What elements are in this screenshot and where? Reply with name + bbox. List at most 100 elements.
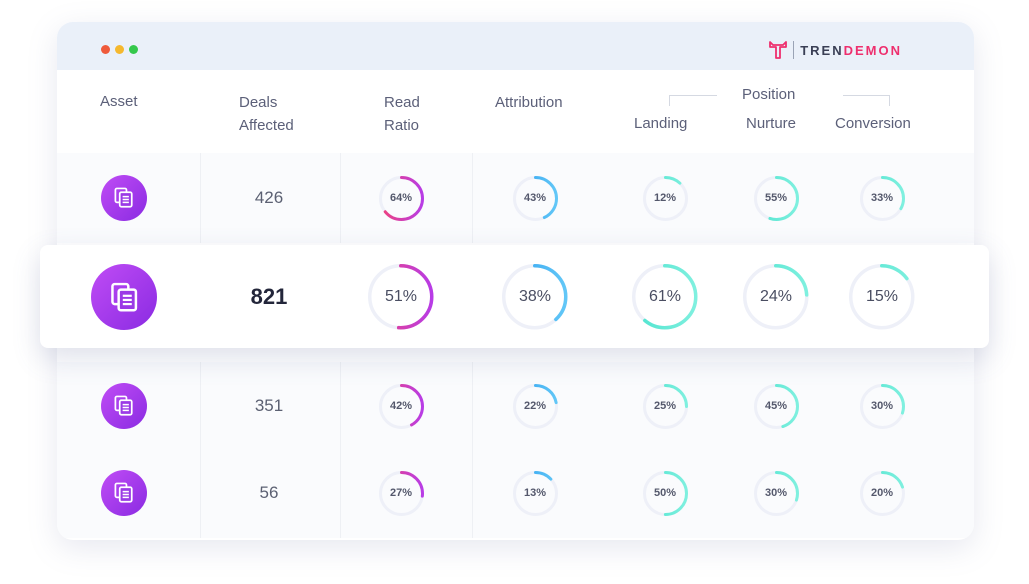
- column-divider: [472, 450, 473, 538]
- ring-percent-label: 27%: [389, 487, 413, 499]
- ring-percent-label: 38%: [518, 288, 552, 305]
- column-divider: [340, 362, 341, 450]
- header-nurture: Nurture: [746, 115, 797, 132]
- asset-document-icon[interactable]: [101, 470, 147, 516]
- ring-percent-label: 50%: [653, 487, 677, 499]
- highlighted-row[interactable]: [40, 245, 989, 348]
- ring-percent-label: 64%: [389, 192, 413, 204]
- ring-percent-label: 20%: [870, 487, 894, 499]
- ring-progress-arc: [753, 175, 799, 221]
- ring-progress-arc: [642, 175, 688, 221]
- ring-progress-arc: [753, 470, 799, 516]
- landing-ring: 50%: [642, 470, 689, 517]
- read-ratio-ring: 27%: [378, 470, 425, 517]
- ring-progress-arc: [512, 470, 558, 516]
- table-header: Asset Deals Affected Read Ratio Attributio…: [57, 70, 974, 152]
- column-divider: [340, 450, 341, 538]
- ring-percent-label: 12%: [653, 192, 677, 204]
- header-landing: Landing: [634, 115, 688, 132]
- conversion-ring: 30%: [859, 383, 906, 430]
- brand-name: TRENDEMON: [800, 42, 902, 58]
- asset-document-icon[interactable]: [91, 264, 157, 330]
- logo-divider: [793, 41, 795, 59]
- nurture-ring: 30%: [753, 470, 800, 517]
- read-ratio-ring: 64%: [378, 175, 425, 222]
- nurture-ring: 55%: [753, 175, 800, 222]
- document-icon: [114, 395, 134, 417]
- landing-ring: 12%: [642, 175, 689, 222]
- ring-progress-arc: [378, 383, 424, 429]
- attribution-ring: 22%: [512, 383, 559, 430]
- ring-progress-arc: [849, 264, 915, 330]
- ring-percent-label: 30%: [764, 487, 788, 499]
- header-position-group: Position: [742, 86, 796, 103]
- column-divider: [472, 362, 473, 450]
- maximize-window-dot[interactable]: [129, 45, 138, 54]
- column-divider: [340, 153, 341, 243]
- conversion-ring: 33%: [859, 175, 906, 222]
- nurture-ring: 45%: [753, 383, 800, 430]
- read-ratio-ring: 42%: [378, 383, 425, 430]
- header-read-ratio: Read Ratio: [384, 94, 420, 134]
- deals-affected-value: 56: [259, 483, 279, 502]
- ring-percent-label: 42%: [389, 400, 413, 412]
- ring-progress-arc: [642, 470, 688, 516]
- column-divider: [472, 153, 473, 243]
- asset-document-icon[interactable]: [101, 175, 147, 221]
- read-ratio-ring: 51%: [367, 263, 435, 331]
- deals-affected-value: 821: [250, 284, 288, 309]
- ring-progress-arc: [512, 175, 558, 221]
- ring-progress-arc: [502, 264, 568, 330]
- close-window-dot[interactable]: [101, 45, 110, 54]
- header-attribution: Attribution: [495, 94, 563, 111]
- ring-percent-label: 55%: [764, 192, 788, 204]
- trendemon-logo: TRENDEMON: [769, 39, 902, 61]
- ring-percent-label: 24%: [759, 288, 793, 305]
- attribution-ring: 43%: [512, 175, 559, 222]
- position-bracket-left: [669, 95, 717, 106]
- header-conversion: Conversion: [835, 115, 911, 132]
- minimize-window-dot[interactable]: [115, 45, 124, 54]
- ring-percent-label: 22%: [523, 400, 547, 412]
- deals-affected-value: 426: [254, 188, 284, 207]
- ring-progress-arc: [512, 383, 558, 429]
- landing-ring: 61%: [631, 263, 699, 331]
- attribution-ring: 38%: [501, 263, 569, 331]
- ring-progress-arc: [642, 383, 688, 429]
- document-icon: [111, 282, 137, 312]
- ring-progress-arc: [859, 383, 905, 429]
- ring-progress-arc: [743, 264, 809, 330]
- ring-percent-label: 33%: [870, 192, 894, 204]
- ring-progress-arc: [753, 383, 799, 429]
- column-divider: [200, 153, 201, 243]
- ring-progress-arc: [859, 470, 905, 516]
- ring-progress-arc: [368, 264, 434, 330]
- document-icon: [114, 187, 134, 209]
- title-bar: TRENDEMON: [57, 22, 974, 70]
- attribution-ring: 13%: [512, 470, 559, 517]
- document-icon: [114, 482, 134, 504]
- header-asset: Asset: [100, 93, 138, 110]
- position-bracket-right: [843, 95, 890, 106]
- landing-ring: 25%: [642, 383, 689, 430]
- ring-progress-arc: [859, 175, 905, 221]
- ring-percent-label: 45%: [764, 400, 788, 412]
- conversion-ring: 15%: [848, 263, 916, 331]
- trendemon-mark-icon: [769, 41, 788, 59]
- column-divider: [200, 362, 201, 450]
- ring-progress-arc: [378, 470, 424, 516]
- header-deals-affected: Deals Affected: [239, 94, 294, 134]
- ring-percent-label: 43%: [523, 192, 547, 204]
- ring-percent-label: 15%: [865, 288, 899, 305]
- ring-percent-label: 51%: [384, 288, 418, 305]
- conversion-ring: 20%: [859, 470, 906, 517]
- ring-percent-label: 61%: [648, 288, 682, 305]
- ring-progress-arc: [632, 264, 698, 330]
- ring-percent-label: 13%: [523, 487, 547, 499]
- nurture-ring: 24%: [742, 263, 810, 331]
- ring-percent-label: 30%: [870, 400, 894, 412]
- asset-document-icon[interactable]: [101, 383, 147, 429]
- ring-progress-arc: [378, 175, 424, 221]
- column-divider: [200, 450, 201, 538]
- deals-affected-value: 351: [254, 396, 284, 415]
